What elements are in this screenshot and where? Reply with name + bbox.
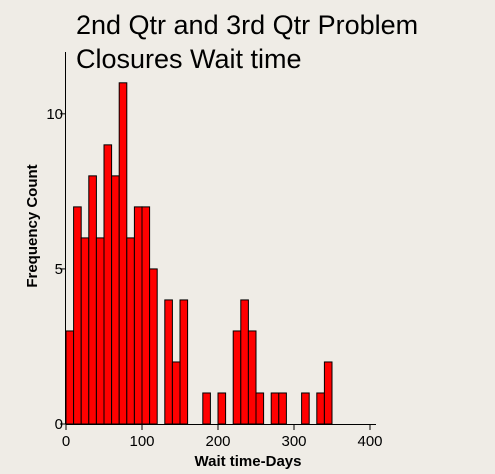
histogram-bar-330 [316, 392, 325, 425]
histogram-bar-60 [111, 175, 120, 425]
y-axis-title: Frequency Count [24, 164, 41, 287]
histogram-bar-50 [103, 144, 113, 425]
histogram-bar-340 [323, 361, 333, 425]
histogram-bar-200 [217, 392, 227, 425]
histogram-bar-240 [247, 330, 257, 425]
y-tick-label-0: 0 [55, 416, 63, 433]
histogram-bar-10 [73, 206, 82, 425]
histogram-bar-280 [278, 392, 287, 425]
histogram-bar-180 [202, 392, 211, 425]
x-tick-label-400: 400 [357, 433, 382, 450]
histogram-bar-220 [232, 330, 242, 425]
y-tick-label-10: 10 [46, 106, 63, 123]
histogram-bar-0 [65, 330, 75, 425]
histogram-bar-80 [126, 237, 135, 425]
histogram-bar-30 [88, 175, 97, 425]
chart-title: 2nd Qtr and 3rd Qtr Problem Closures Wai… [76, 10, 419, 74]
histogram-bar-310 [301, 392, 310, 425]
y-tick-label-5: 5 [55, 261, 63, 278]
histogram-bar-70 [118, 82, 128, 425]
histogram-bar-270 [270, 392, 280, 425]
x-tick-label-200: 200 [205, 433, 230, 450]
histogram-bar-20 [80, 237, 90, 425]
histogram-bar-140 [171, 361, 181, 425]
histogram-bar-250 [255, 392, 265, 425]
histogram-bar-40 [95, 237, 105, 425]
histogram-bar-90 [133, 206, 143, 425]
histogram-bar-230 [240, 299, 249, 425]
histogram-bar-110 [149, 268, 158, 425]
bars-layer [65, 82, 333, 425]
ticks-layer: 0 100 200 300 400 0 5 10 [46, 106, 382, 450]
x-tick-label-300: 300 [281, 433, 306, 450]
x-tick-label-100: 100 [129, 433, 154, 450]
x-tick-label-0: 0 [62, 433, 70, 450]
histogram-bar-130 [164, 299, 173, 425]
histogram-bar-150 [179, 299, 189, 425]
histogram-bar-100 [141, 206, 151, 425]
x-axis-title: Wait time-Days [195, 453, 302, 470]
